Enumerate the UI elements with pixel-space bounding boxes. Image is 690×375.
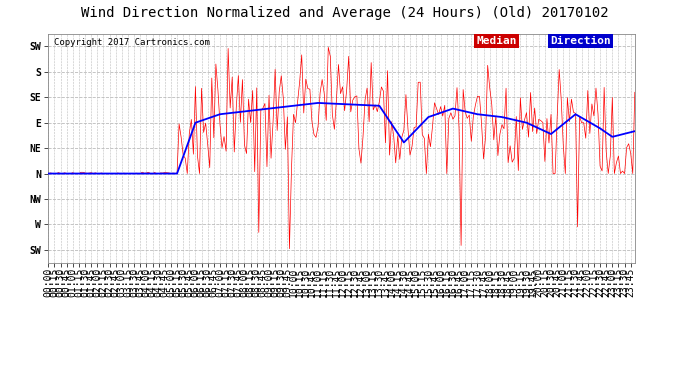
Text: Median: Median	[477, 36, 517, 46]
Text: Wind Direction Normalized and Average (24 Hours) (Old) 20170102: Wind Direction Normalized and Average (2…	[81, 6, 609, 20]
Text: Direction: Direction	[550, 36, 611, 46]
Text: Copyright 2017 Cartronics.com: Copyright 2017 Cartronics.com	[55, 38, 210, 47]
